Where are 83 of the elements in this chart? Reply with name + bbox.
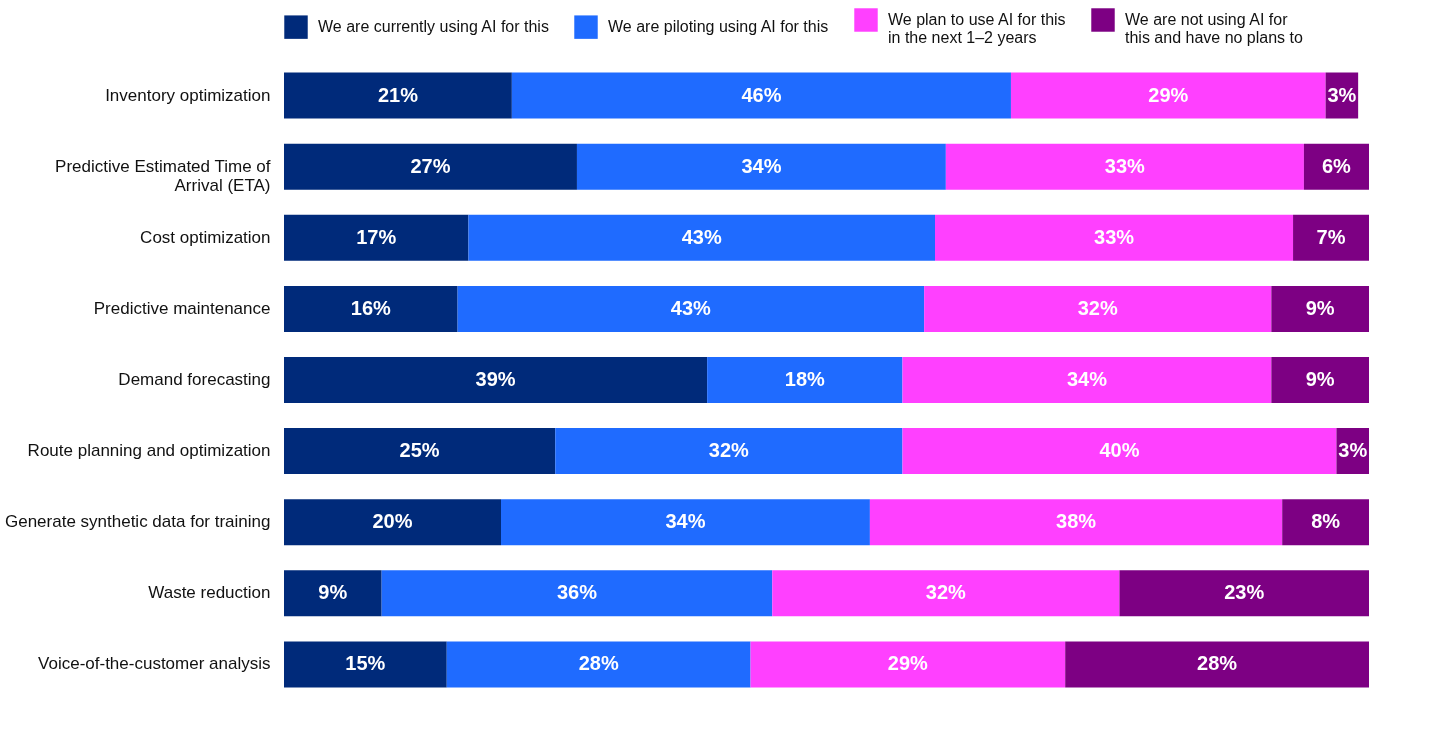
y-tick-label: Predictive maintenance — [93, 298, 271, 318]
bar — [284, 428, 556, 475]
y-tick-label: Predictive Estimated Time of Arrival (ETA) — [55, 156, 271, 195]
y-tick-label: Route planning and optimization — [27, 441, 271, 461]
data-label: 23% — [1224, 581, 1265, 604]
data-label: 25% — [399, 439, 440, 462]
data-label: 39% — [475, 368, 516, 390]
y-tick-label: Generate synthetic data for training — [4, 512, 271, 532]
y-tick-label: Cost optimization — [140, 227, 271, 247]
bar — [284, 72, 512, 119]
data-label: 34% — [741, 154, 782, 177]
data-label: 38% — [1056, 510, 1097, 533]
data-label: 16% — [350, 296, 392, 319]
bar — [1119, 570, 1369, 617]
y-tick-label: Inventory optimization — [105, 85, 271, 105]
data-label: 32% — [925, 581, 967, 604]
bar — [772, 570, 1120, 617]
data-label: 28% — [1197, 652, 1238, 675]
data-label: 15% — [345, 652, 386, 675]
legend-label: We are currently using AI for this — [318, 18, 549, 36]
bar — [1065, 641, 1369, 688]
data-label: 32% — [1077, 296, 1118, 319]
data-label: 36% — [556, 581, 598, 604]
data-label: 34% — [1066, 368, 1108, 390]
data-label: 8% — [1311, 510, 1341, 533]
bar — [284, 143, 577, 190]
y-tick-label: Voice-of-the-customer analysis — [38, 654, 271, 674]
bar — [1271, 285, 1369, 332]
bar — [284, 214, 469, 261]
data-label: 7% — [1316, 225, 1346, 248]
bar — [869, 499, 1283, 546]
data-label: 9% — [1305, 368, 1335, 390]
bar — [902, 428, 1337, 475]
data-label: 33% — [1094, 225, 1135, 248]
legend-label: We plan to use AI for this in the next 1–2 years — [888, 11, 1066, 46]
data-label: 9% — [1305, 296, 1335, 319]
y-tick-label: Waste reduction — [148, 583, 271, 603]
bar — [902, 357, 1272, 403]
data-label: 29% — [1148, 83, 1189, 106]
data-label: 34% — [665, 510, 706, 533]
data-label: 40% — [1099, 439, 1140, 462]
bar — [1303, 143, 1369, 190]
legend-label: We are not using AI for this and have no plans to — [1125, 11, 1304, 46]
data-label: 29% — [887, 652, 929, 675]
bar — [576, 143, 946, 190]
bar — [511, 72, 1011, 119]
bar — [284, 570, 382, 617]
bar — [501, 499, 870, 546]
bar — [707, 357, 903, 403]
bar — [284, 285, 458, 332]
data-label: 46% — [741, 83, 782, 106]
data-label: 27% — [410, 154, 451, 177]
data-label: 18% — [784, 368, 826, 390]
bar — [1010, 72, 1326, 119]
legend-label: We are piloting using AI for this — [608, 18, 829, 36]
data-label: 32% — [708, 439, 750, 462]
bar — [1282, 499, 1369, 546]
data-label: 28% — [578, 652, 619, 675]
bar — [284, 357, 708, 403]
bar — [1293, 214, 1369, 261]
data-label: 6% — [1322, 154, 1352, 177]
data-label: 33% — [1104, 154, 1146, 177]
data-label: 43% — [681, 225, 722, 248]
bar — [924, 285, 1272, 332]
data-label: 17% — [356, 225, 397, 248]
bar — [457, 285, 925, 332]
bar — [468, 214, 935, 261]
bar — [750, 641, 1066, 688]
y-tick-label: Demand forecasting — [118, 370, 271, 389]
bar — [284, 641, 447, 688]
bar — [381, 570, 773, 617]
data-label: 3% — [1338, 439, 1368, 462]
bar — [446, 641, 751, 688]
bar — [935, 214, 1294, 261]
bar — [1271, 357, 1369, 403]
data-label: 9% — [318, 581, 348, 604]
data-label: 43% — [670, 296, 712, 319]
data-label: 21% — [377, 83, 419, 106]
bar — [284, 499, 501, 546]
data-label: 20% — [372, 510, 413, 533]
bar — [945, 143, 1304, 190]
data-label: 3% — [1327, 83, 1357, 106]
bar — [555, 428, 903, 475]
